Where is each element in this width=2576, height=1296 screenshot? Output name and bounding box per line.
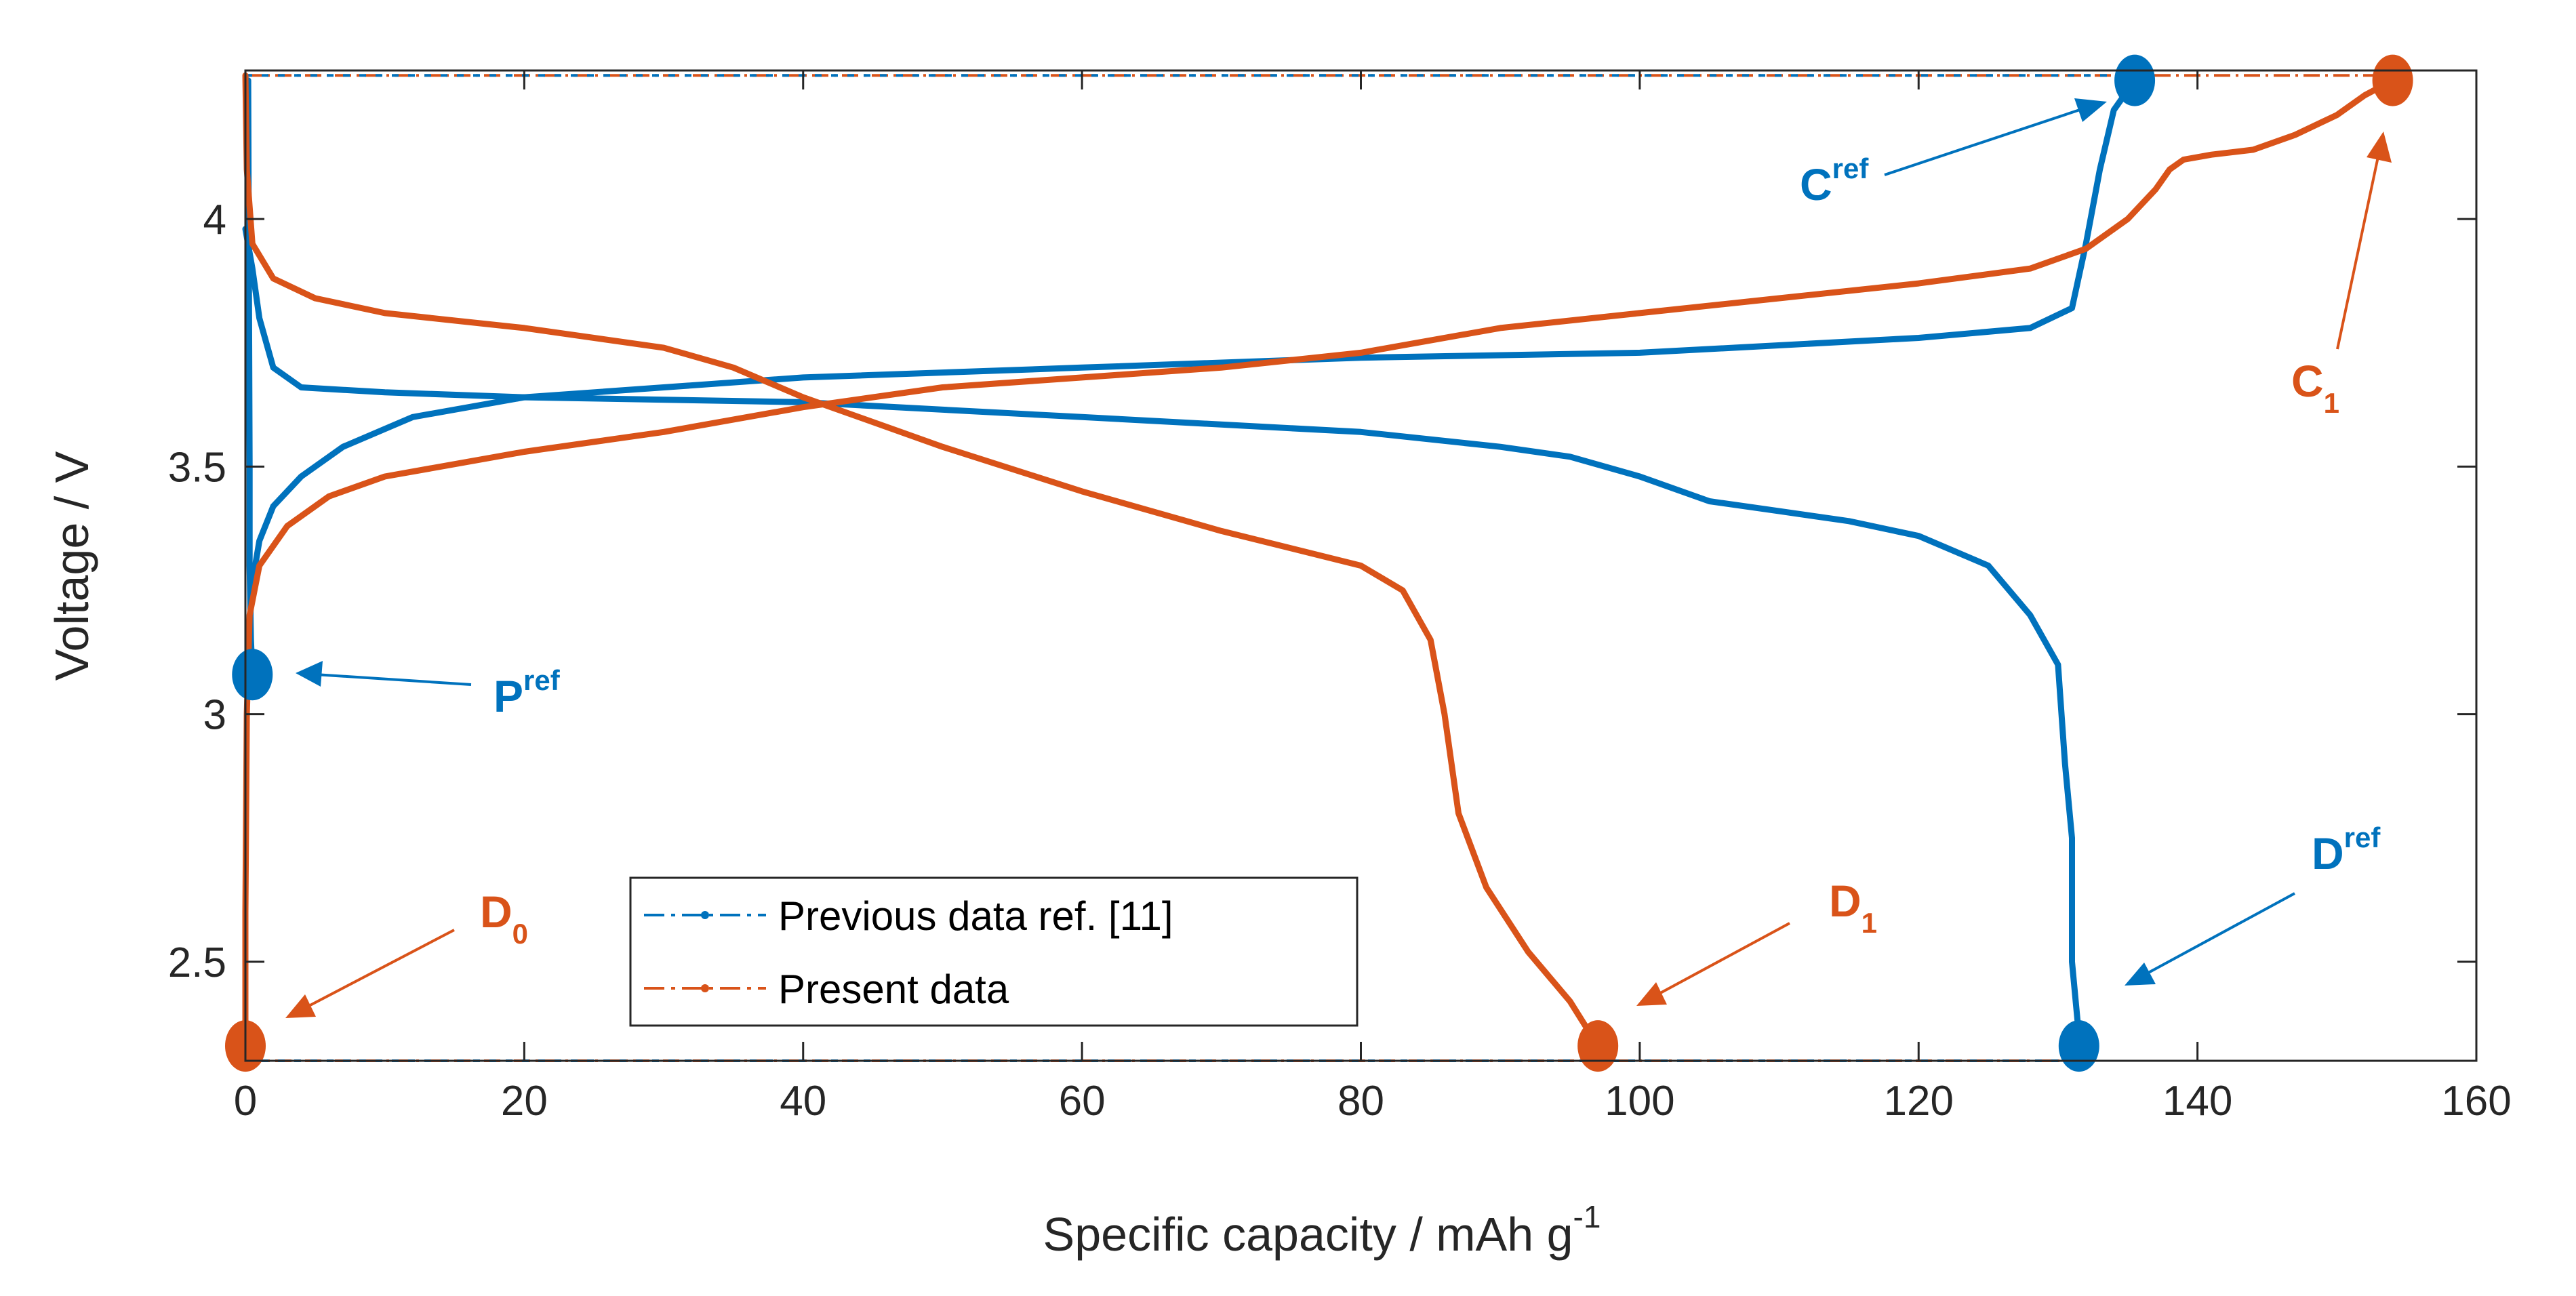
cref-label-base: C — [1800, 159, 1832, 209]
axis-ticks — [244, 70, 2478, 1061]
series-0-discharge-line — [242, 226, 2082, 1039]
legend-marker-previous — [701, 911, 709, 919]
pref-label-base: P — [494, 671, 523, 721]
dref-arrow — [2141, 892, 2295, 977]
x-tick-label-5: 100 — [1605, 1078, 1674, 1125]
marker-dref — [2058, 1020, 2099, 1072]
legend-marker-present — [701, 984, 709, 992]
legend: Previous data ref. [11] Present data — [629, 876, 1359, 1027]
x-tick-label-1: 20 — [501, 1078, 548, 1125]
series-0-charge-line — [246, 77, 2138, 668]
pref-arrow — [315, 673, 472, 686]
legend-label-previous: Previous data ref. [11] — [778, 893, 1173, 939]
x-tick-label-2: 40 — [780, 1078, 826, 1125]
series-1-charge-line — [242, 77, 2396, 1049]
pref-label-sup: ref — [523, 664, 561, 696]
x-tick-label-6: 120 — [1884, 1078, 1954, 1125]
x-axis-title: Specific capacity / mAh g-1 — [1043, 1199, 1601, 1261]
c1-label: C1 — [2291, 356, 2339, 419]
cref-label: Cref — [1800, 153, 1869, 209]
y-tick-label-2: 3.5 — [168, 444, 226, 491]
c1-arrow — [2336, 150, 2381, 350]
d0-label-base: D — [480, 887, 512, 937]
x-tick-label-8: 160 — [2441, 1078, 2511, 1125]
marker-d1 — [1577, 1020, 1619, 1072]
dref-label-sup: ref — [2344, 822, 2381, 853]
d0-label-sub: 0 — [512, 918, 528, 950]
dref-label: Dref — [2312, 822, 2381, 878]
marker-c1 — [2372, 54, 2413, 106]
y-tick-label-3: 4 — [203, 197, 226, 243]
d0-arrow — [303, 929, 455, 1010]
d1-arrow — [1653, 922, 1790, 998]
x-tick-label-0: 0 — [234, 1078, 257, 1125]
y-axis-title: Voltage / V — [45, 451, 98, 681]
marker-pref — [232, 649, 273, 701]
cref-arrowhead — [2074, 98, 2107, 122]
dref-arrowhead — [2125, 963, 2156, 986]
x-axis-title-sup: -1 — [1573, 1199, 1601, 1234]
cref-label-sup: ref — [1832, 153, 1870, 184]
pref-arrowhead — [296, 661, 323, 687]
cref-arrow — [1884, 106, 2089, 176]
d0-label: D0 — [480, 887, 528, 950]
x-tick-label-3: 60 — [1059, 1078, 1106, 1125]
x-tick-label-7: 140 — [2162, 1078, 2232, 1125]
d1-label-base: D — [1829, 876, 1861, 926]
series-1-discharge-line — [242, 72, 1601, 1049]
legend-box — [629, 876, 1359, 1027]
c1-arrowhead — [2367, 131, 2392, 163]
c1-label-base: C — [2291, 356, 2324, 406]
dref-label-base: D — [2312, 828, 2344, 878]
legend-label-present: Present data — [778, 967, 1009, 1012]
x-axis-title-main: Specific capacity / mAh g — [1043, 1208, 1573, 1261]
annotation-layer: Cref Pref Dref C1 D0 D1 — [285, 98, 2392, 1018]
d0-arrowhead — [285, 994, 316, 1018]
y-tick-label-1: 3 — [203, 692, 226, 739]
axis-tick-labels: 0 20 40 60 80 100 120 140 160 2.5 3 3.5 4 — [168, 197, 2512, 1125]
x-tick-label-4: 80 — [1337, 1078, 1384, 1125]
pref-label: Pref — [494, 664, 561, 721]
d1-label-sub: 1 — [1861, 907, 1877, 939]
y-tick-label-0: 2.5 — [168, 939, 226, 986]
marker-cref — [2114, 54, 2156, 106]
d1-arrowhead — [1636, 982, 1667, 1006]
d1-label: D1 — [1829, 876, 1877, 939]
c1-label-sub: 1 — [2324, 387, 2339, 419]
